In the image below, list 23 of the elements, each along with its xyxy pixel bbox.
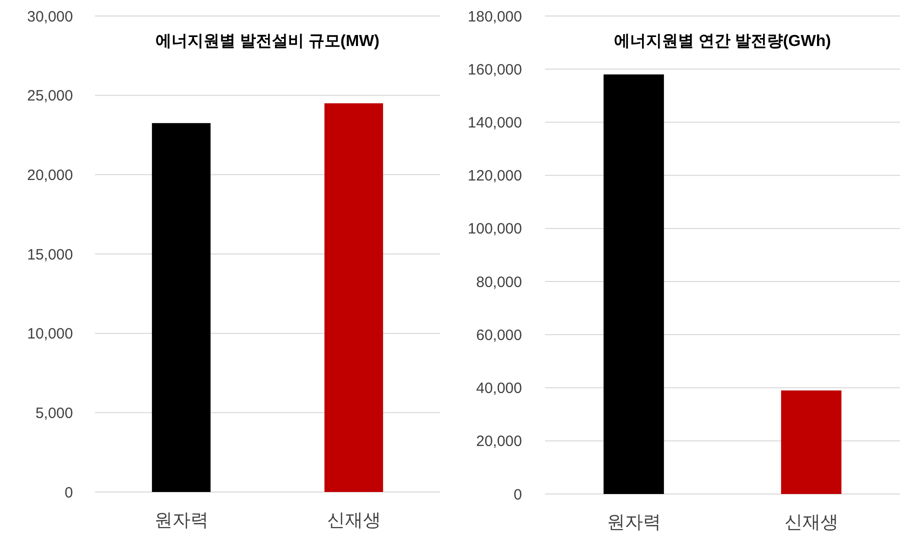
- y-tick-label: 100,000: [468, 220, 522, 238]
- y-tick-label: 0: [514, 486, 522, 504]
- y-tick-label: 25,000: [27, 88, 73, 105]
- y-tick-label: 80,000: [476, 274, 522, 291]
- y-tick-label: 160,000: [468, 61, 522, 78]
- y-tick-label: 10,000: [27, 326, 73, 343]
- y-tick-label: 180,000: [468, 8, 522, 26]
- x-tick-label: 원자력: [154, 510, 208, 530]
- text: 에너지원별 연간 발전량(GWh): [614, 33, 831, 50]
- y-tick-label: 15,000: [27, 246, 73, 264]
- y-tick-label: 30,000: [27, 8, 73, 26]
- y-tick-label: 20,000: [27, 166, 73, 184]
- x-tick-label: 신재생: [326, 510, 381, 530]
- y-tick-label: 120,000: [468, 168, 522, 185]
- y-tick-label: 140,000: [468, 114, 522, 132]
- y-tick-label: 20,000: [476, 433, 522, 450]
- text: 에너지원별 발전설비 규모(MW): [156, 33, 380, 50]
- y-tick-label: 60,000: [476, 326, 522, 344]
- x-tick-label: 신재생: [784, 512, 838, 532]
- y-tick-label: 40,000: [476, 380, 522, 398]
- y-tick-label: 5,000: [35, 404, 73, 422]
- x-tick-label: 원자력: [606, 512, 661, 532]
- y-tick-label: 0: [64, 484, 73, 502]
